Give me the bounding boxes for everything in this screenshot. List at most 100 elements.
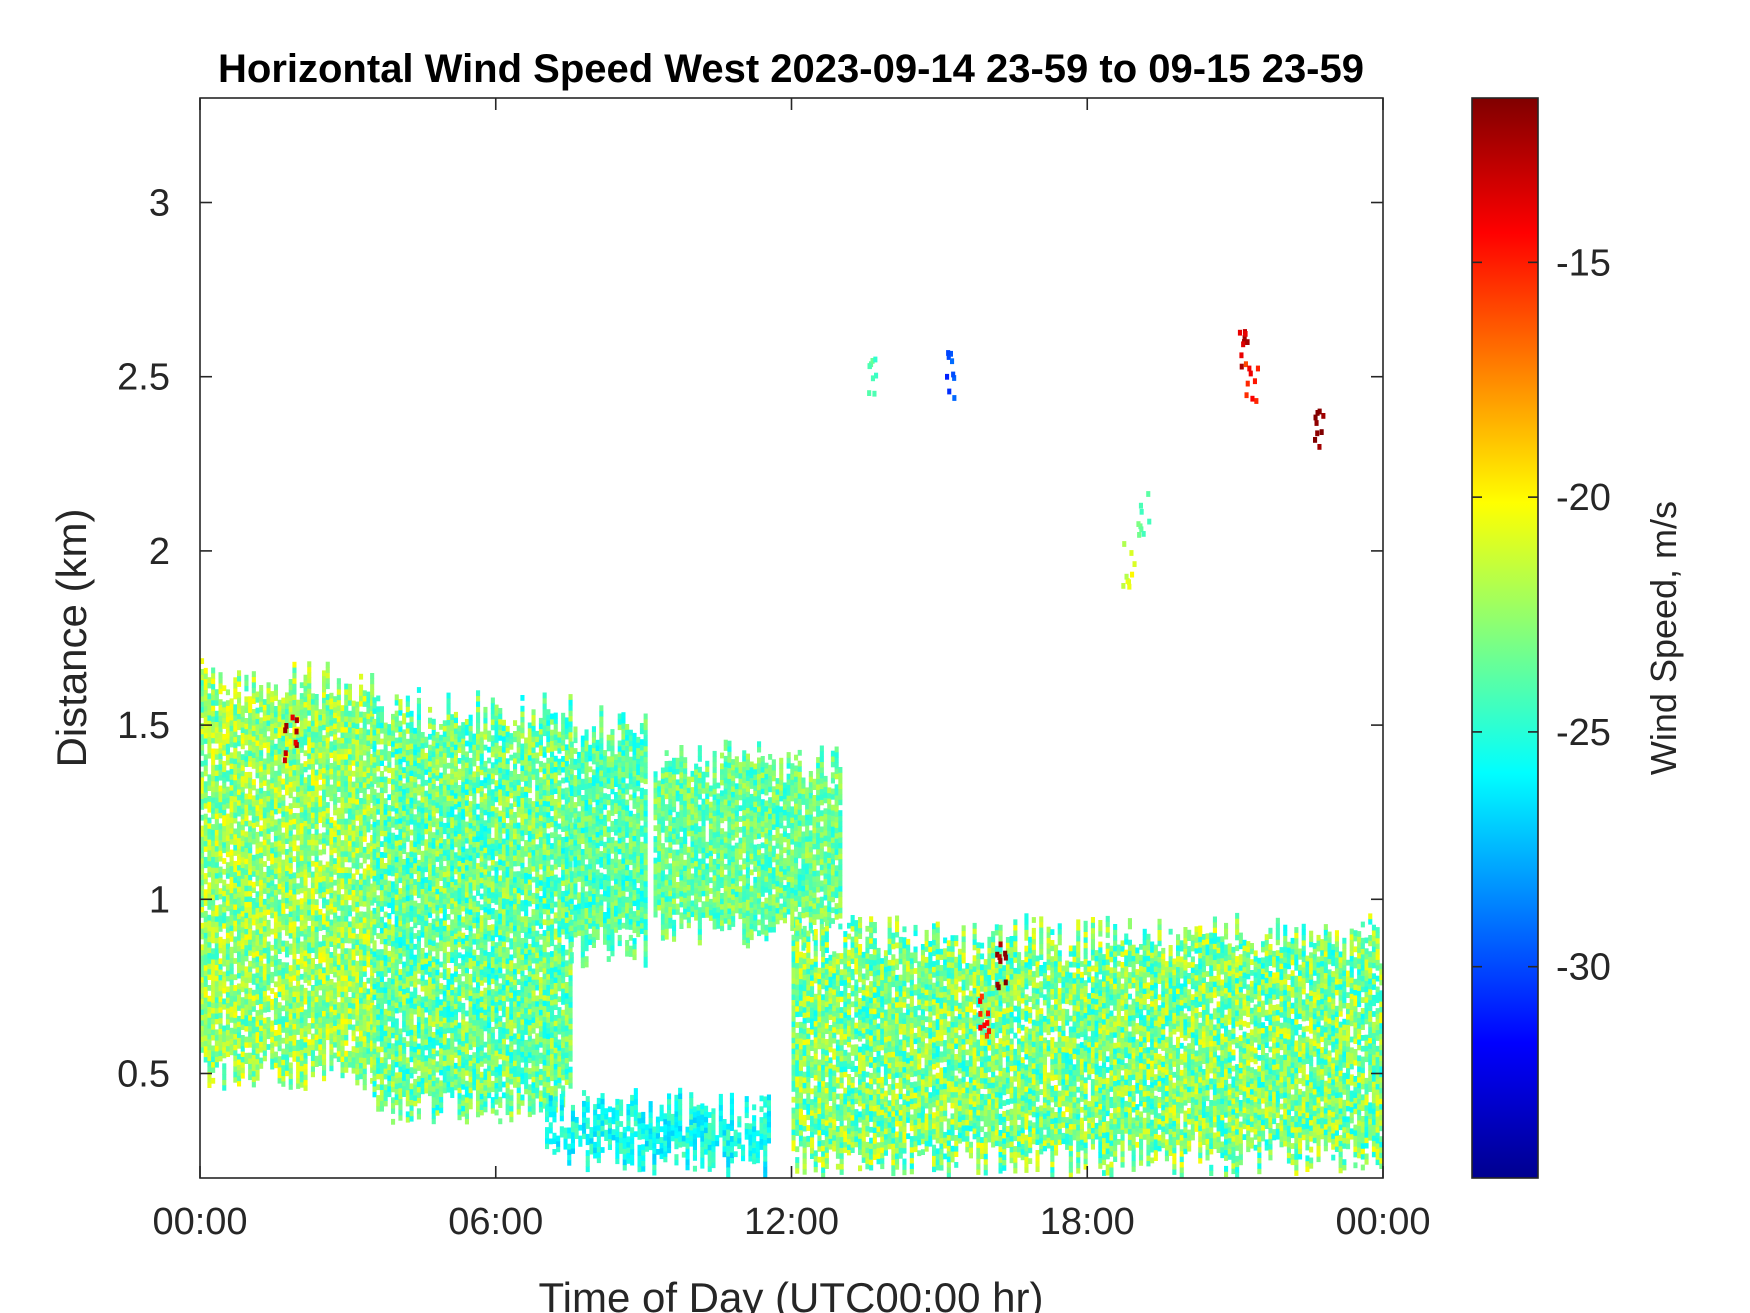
heatmap-cell <box>281 746 286 752</box>
heatmap-cell <box>285 984 290 990</box>
heatmap-cell <box>428 744 433 751</box>
heatmap-cell <box>461 862 466 869</box>
heatmap-cell <box>203 781 208 788</box>
heatmap-cell <box>203 862 208 869</box>
heatmap-cell <box>244 793 249 800</box>
heatmap-cell <box>468 1081 473 1088</box>
heatmap-cell <box>318 849 323 856</box>
heatmap-cell <box>398 1114 403 1121</box>
heatmap-cell <box>259 998 264 1004</box>
heatmap-cell <box>340 824 345 830</box>
heatmap-cell <box>314 980 319 986</box>
heatmap-cell <box>405 981 410 988</box>
heatmap-cell <box>398 1028 403 1035</box>
heatmap-cell <box>329 935 334 942</box>
heatmap-cell <box>398 796 403 803</box>
heatmap-cell <box>211 975 216 982</box>
heatmap-cell <box>383 884 388 891</box>
heatmap-cell <box>379 1084 384 1090</box>
heatmap-cell <box>355 971 360 978</box>
heatmap-cell <box>351 754 356 761</box>
heatmap-cell <box>207 985 212 991</box>
heatmap-cell <box>446 816 451 823</box>
heatmap-cell <box>420 980 425 987</box>
heatmap-cell <box>288 846 293 853</box>
heatmap-cell <box>225 721 230 728</box>
heatmap-cell <box>347 1024 352 1030</box>
heatmap-cell <box>203 1018 208 1025</box>
heatmap-cell <box>413 857 418 864</box>
heatmap-cell <box>248 1063 253 1070</box>
heatmap-cell <box>344 732 349 738</box>
heatmap-cell <box>233 1055 238 1062</box>
heatmap-cell <box>472 744 477 751</box>
heatmap-cell <box>446 784 451 791</box>
heatmap-cell <box>379 976 384 982</box>
heatmap-cell <box>446 1065 451 1071</box>
heatmap-cell <box>218 731 223 738</box>
heatmap-cell <box>362 938 367 945</box>
heatmap-cell <box>281 940 286 947</box>
heatmap-cell <box>329 957 334 964</box>
heatmap-cell <box>303 944 308 951</box>
heatmap-cell <box>336 915 341 922</box>
heatmap-cell <box>248 950 253 956</box>
heatmap-cell <box>359 825 364 831</box>
heatmap-cell <box>376 792 381 799</box>
heatmap-cell <box>207 731 212 737</box>
heatmap-cell <box>431 1107 436 1114</box>
heatmap-cell <box>336 851 341 857</box>
heatmap-cell <box>416 751 421 758</box>
heatmap-cell <box>450 957 455 963</box>
heatmap-cell <box>446 881 451 888</box>
heatmap-cell <box>244 680 249 686</box>
heatmap-cell <box>402 799 407 806</box>
heatmap-cell <box>379 781 384 788</box>
heatmap-cell <box>431 832 436 838</box>
heatmap-cell <box>376 868 381 875</box>
heatmap-cell <box>344 1061 349 1068</box>
heatmap-cell <box>359 803 364 810</box>
heatmap-cell <box>464 821 469 828</box>
heatmap-cell <box>344 872 349 879</box>
heatmap-cell <box>233 742 238 748</box>
heatmap-cell <box>409 878 414 884</box>
heatmap-cell <box>479 990 484 997</box>
heatmap-cell <box>207 958 212 964</box>
heatmap-cell <box>387 734 392 741</box>
heatmap-cell <box>402 772 407 779</box>
heatmap-cell <box>370 710 375 717</box>
heatmap-cell <box>416 730 421 737</box>
heatmap-cell <box>285 930 290 936</box>
heatmap-cell <box>453 717 458 724</box>
heatmap-cell <box>431 978 436 984</box>
heatmap-cell <box>347 905 352 911</box>
heatmap-cell <box>446 762 451 769</box>
heatmap-cell <box>244 966 249 973</box>
heatmap-cell <box>464 1113 469 1119</box>
heatmap-cell <box>237 945 242 952</box>
heatmap-cell <box>383 728 388 734</box>
heatmap-cell <box>322 924 327 930</box>
heatmap-cell <box>398 979 403 986</box>
heatmap-cell <box>416 935 421 942</box>
heatmap-cell <box>288 943 293 950</box>
heatmap-cell <box>329 698 334 704</box>
heatmap-cell <box>288 679 293 685</box>
heatmap-cell <box>409 743 414 749</box>
heatmap-cell <box>379 933 384 939</box>
heatmap-cell <box>450 746 455 753</box>
heatmap-cell <box>277 899 282 906</box>
heatmap-cell <box>325 899 330 906</box>
heatmap-cell <box>307 893 312 900</box>
heatmap-cell <box>446 1038 451 1044</box>
heatmap-cell <box>387 896 392 903</box>
heatmap-cell <box>307 1028 312 1035</box>
heatmap-cell <box>344 748 349 755</box>
heatmap-cell <box>472 1019 477 1026</box>
heatmap-cell <box>387 756 392 763</box>
heatmap-cell <box>218 1050 223 1056</box>
heatmap-cell <box>273 943 278 950</box>
heatmap-cell <box>251 995 256 1001</box>
heatmap-cell <box>431 1010 436 1017</box>
